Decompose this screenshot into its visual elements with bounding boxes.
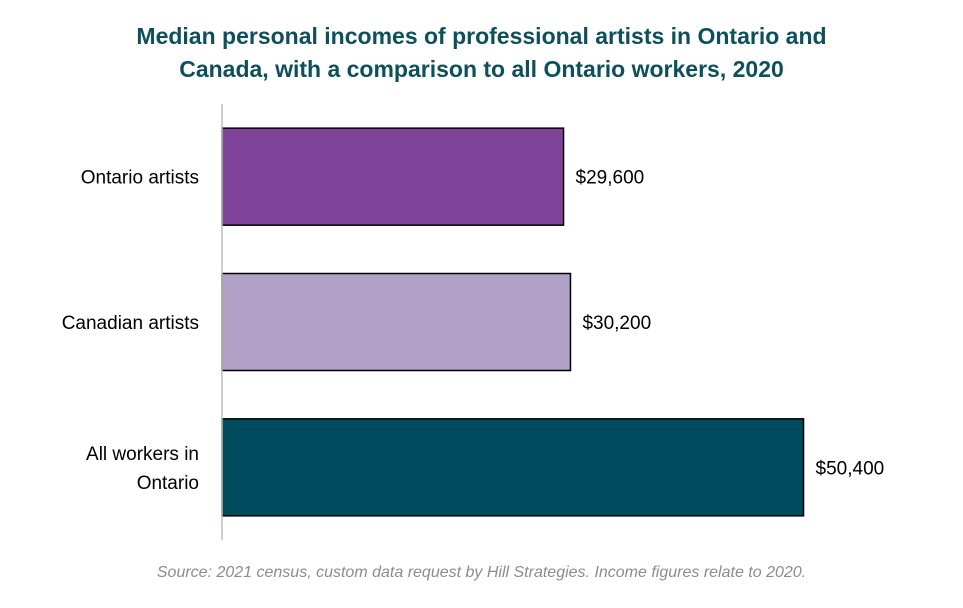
chart-title: Median personal incomes of professional … <box>0 20 963 86</box>
data-label: $50,400 <box>816 458 885 479</box>
bar <box>221 272 572 372</box>
source-note: Source: 2021 census, custom data request… <box>156 564 807 581</box>
chart-title-line-1: Median personal incomes of professional … <box>136 23 827 49</box>
bar <box>221 418 805 517</box>
category-label: All workers in <box>86 444 199 465</box>
chart-title-line-2: Canada, with a comparison to all Ontario… <box>179 56 784 82</box>
data-label: $30,200 <box>582 313 651 334</box>
bar <box>221 127 565 226</box>
category-label: Canadian artists <box>62 313 199 334</box>
category-label: Ontario <box>137 473 199 494</box>
category-label: Ontario artists <box>81 168 199 189</box>
data-label: $29,600 <box>576 168 645 189</box>
